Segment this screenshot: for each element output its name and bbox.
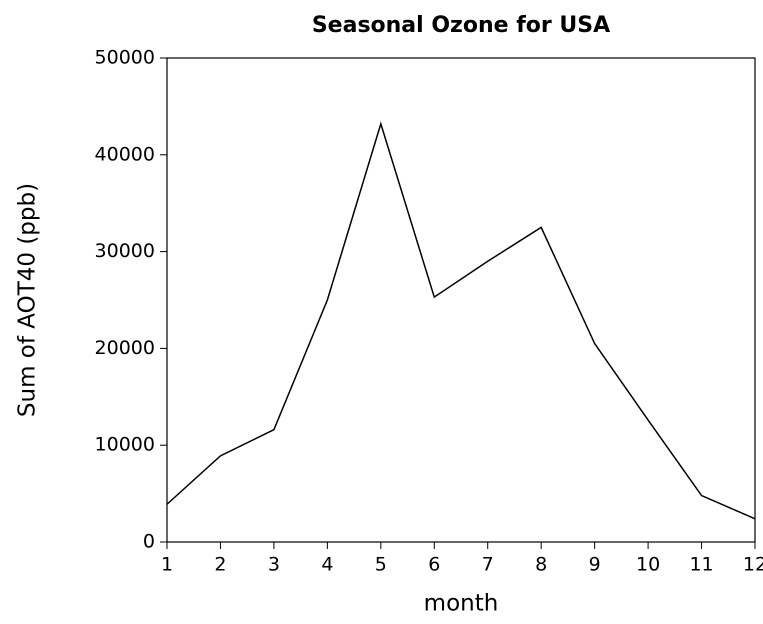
x-axis-label: month [424, 591, 499, 617]
x-tick-label: 3 [268, 554, 280, 576]
y-tick-label: 50000 [95, 47, 155, 69]
y-tick-label: 40000 [95, 143, 155, 165]
x-tick-label: 4 [321, 554, 333, 576]
x-tick-label: 9 [589, 554, 601, 576]
line [166, 121, 756, 520]
x-tick-label: 8 [535, 554, 547, 576]
plot-frame [166, 57, 756, 543]
y-tick-label: 20000 [95, 337, 155, 359]
x-tick-label: 12 [743, 554, 763, 576]
y-tick-label: 0 [143, 531, 155, 553]
y-tick-label: 30000 [95, 240, 155, 262]
x-tick-label: 7 [482, 554, 494, 576]
x-tick-label: 10 [636, 554, 660, 576]
x-tick-label: 11 [689, 554, 713, 576]
chart-title: Seasonal Ozone for USA [312, 13, 610, 38]
x-tick-label: 5 [375, 554, 387, 576]
x-tick-label: 2 [214, 554, 226, 576]
x-tick-label: 1 [161, 554, 173, 576]
y-tick-label: 10000 [95, 434, 155, 456]
x-tick-label: 6 [428, 554, 440, 576]
y-axis-label: Sum of AOT40 (ppb) [15, 183, 41, 417]
